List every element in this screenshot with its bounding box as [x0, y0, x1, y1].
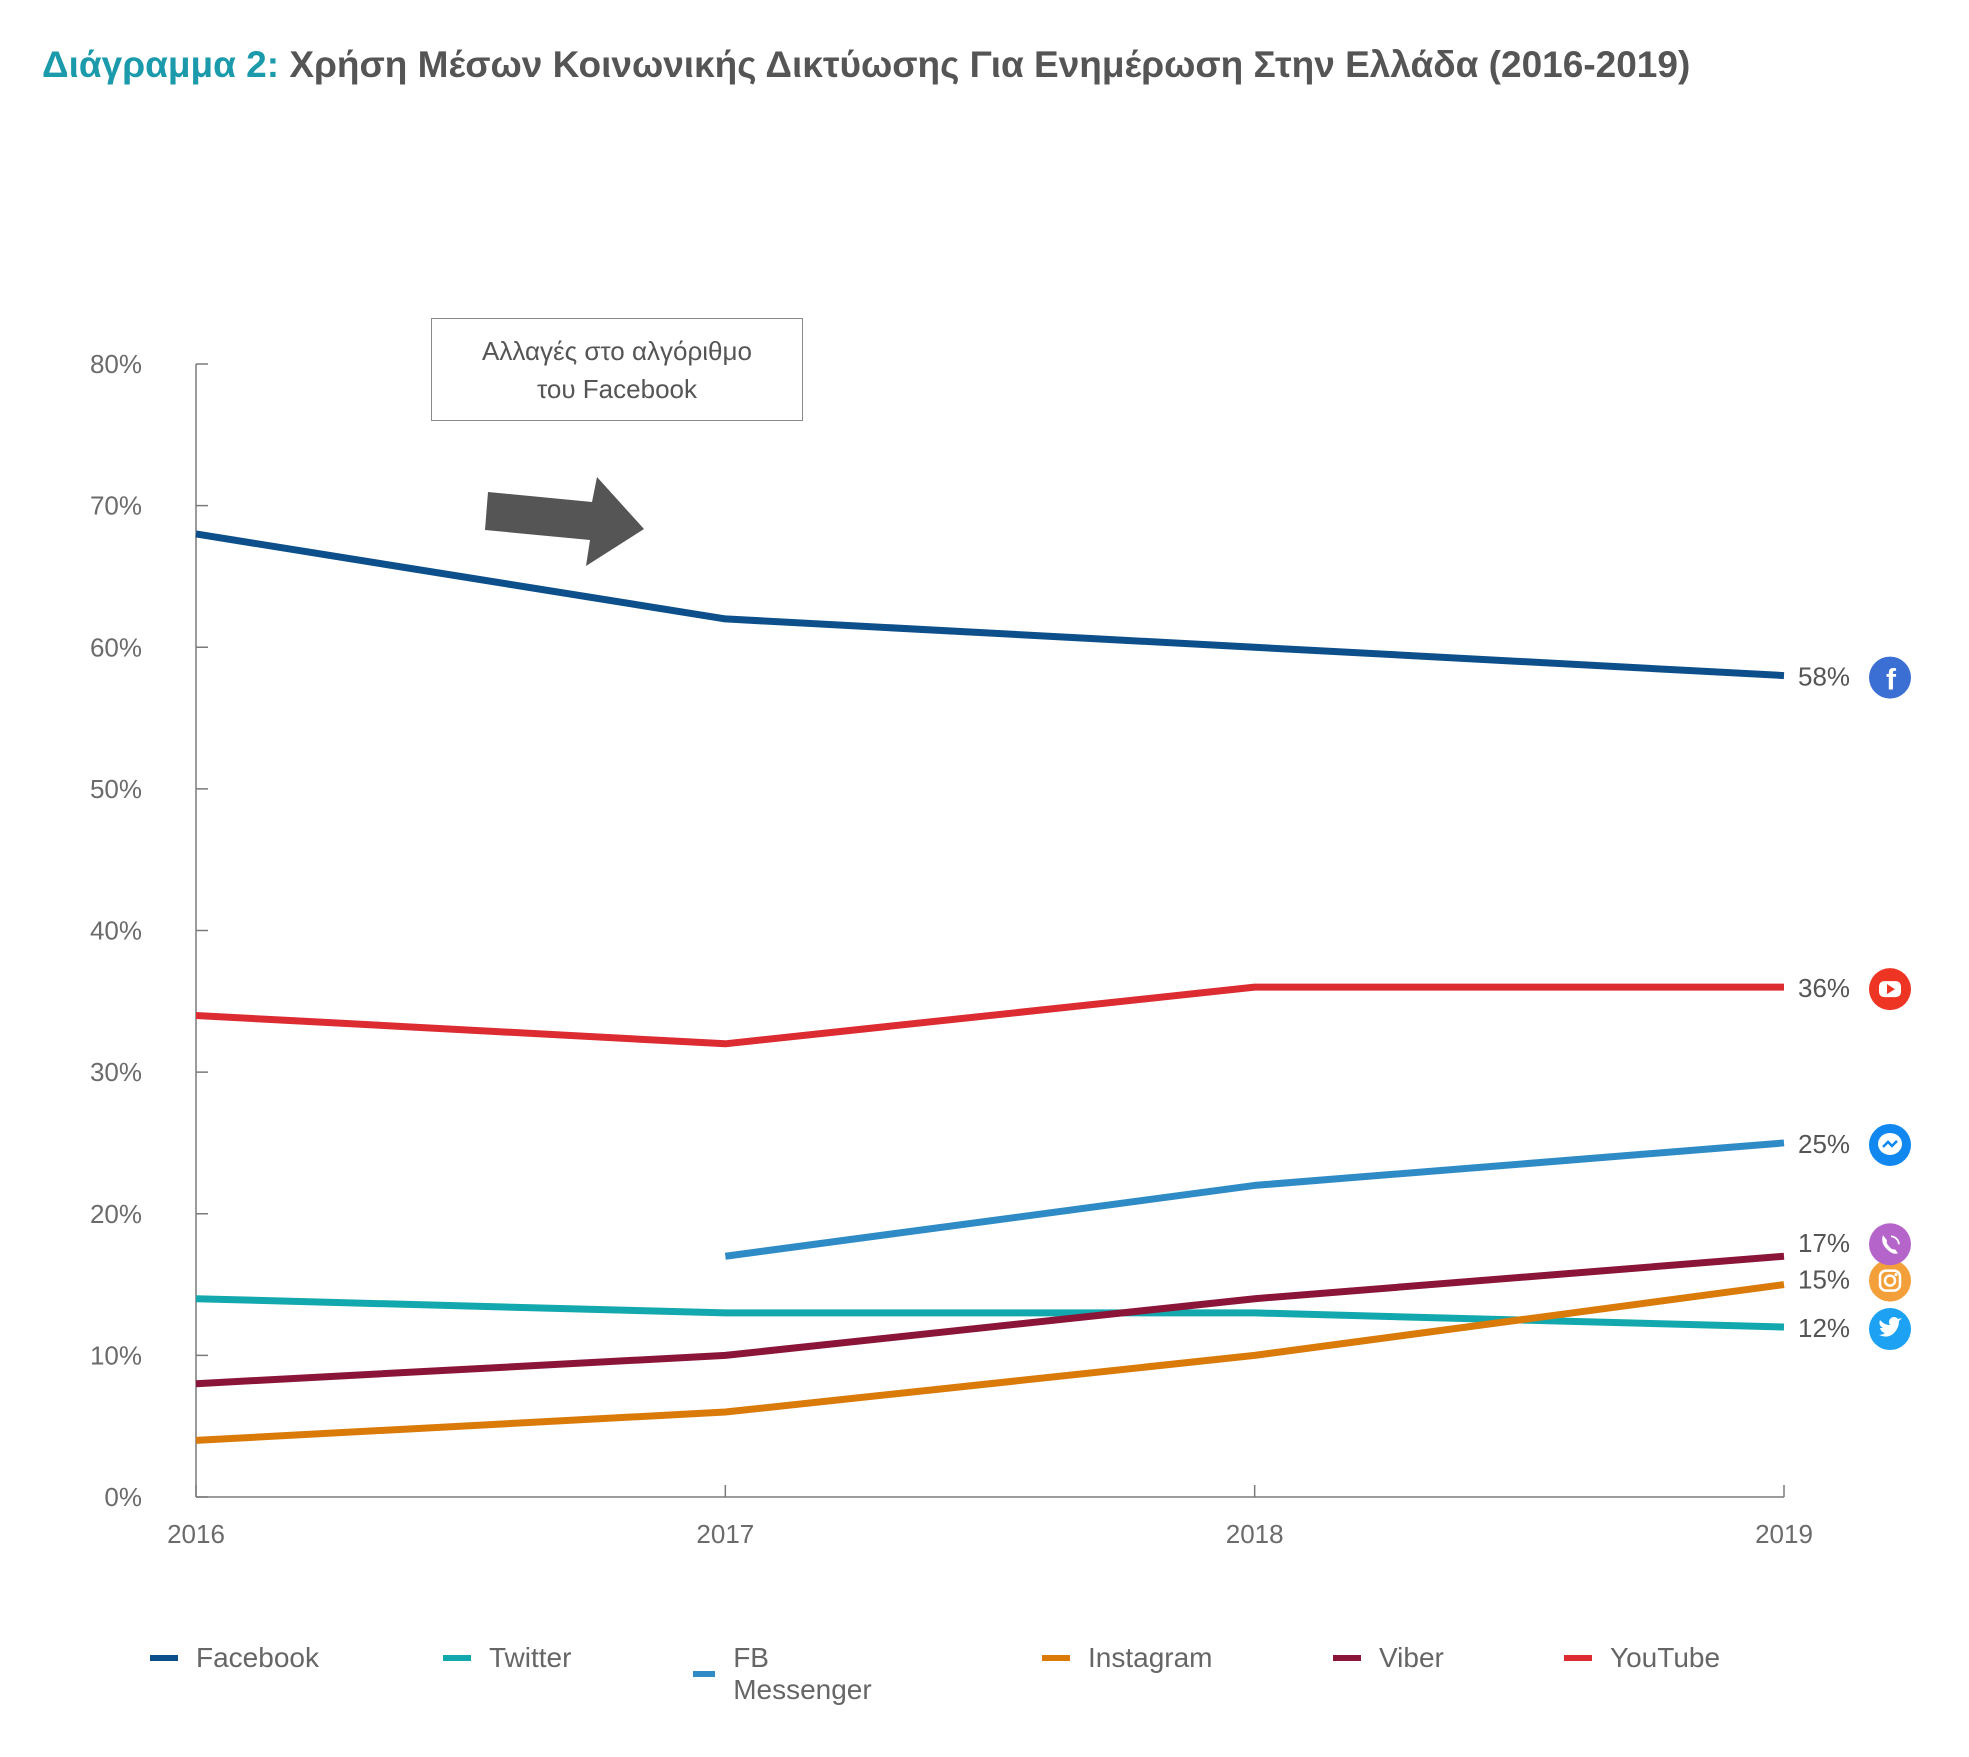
x-tick-label: 2018	[1226, 1519, 1284, 1549]
x-tick-label: 2016	[167, 1519, 225, 1549]
series-line-twitter	[195, 1295, 1785, 1331]
legend-item-viber: Viber	[1333, 1642, 1444, 1674]
annotation-box: Αλλαγές στο αλγόριθμο του Facebook	[431, 318, 803, 421]
legend-swatch	[150, 1655, 178, 1661]
end-label-twitter: 12%	[1798, 1313, 1850, 1343]
youtube-icon	[1869, 968, 1911, 1011]
legend-item-instagram: Instagram	[1042, 1642, 1213, 1674]
viber-icon	[1869, 1223, 1911, 1266]
legend-swatch	[1042, 1655, 1070, 1661]
legend-item-twitter: Twitter	[443, 1642, 571, 1674]
y-tick-label: 40%	[90, 916, 142, 946]
y-tick-label: 70%	[90, 491, 142, 521]
x-tick-label: 2019	[1755, 1519, 1813, 1549]
end-label-fb-messenger: 25%	[1798, 1129, 1850, 1159]
arrow-icon	[485, 477, 644, 566]
series-line-instagram	[195, 1281, 1785, 1444]
y-tick-label: 50%	[90, 774, 142, 804]
legend-swatch	[693, 1671, 716, 1677]
y-tick-label: 60%	[90, 632, 142, 662]
y-tick-label: 30%	[90, 1057, 142, 1087]
end-label-instagram: 15%	[1798, 1265, 1850, 1295]
x-tick-label: 2017	[696, 1519, 754, 1549]
y-tick-label: 10%	[90, 1340, 142, 1370]
chart-title: Διάγραμμα 2: Χρήση Μέσων Κοινωνικής Δικτ…	[42, 44, 1690, 86]
svg-text:f: f	[1886, 664, 1897, 697]
end-label-viber: 17%	[1798, 1228, 1850, 1258]
legend-swatch	[1333, 1655, 1361, 1661]
series-line-youtube	[195, 983, 1784, 1048]
legend-label: Instagram	[1088, 1642, 1213, 1673]
annotation-line-2: του Facebook	[537, 373, 697, 404]
chart-series-icons: f	[1869, 656, 1911, 1351]
facebook-icon: f	[1869, 656, 1911, 699]
chart-end-labels: 58% 12% 25% 15% 17% 36%	[1798, 662, 1850, 1343]
instagram-icon	[1869, 1259, 1911, 1302]
chart-title-text: Χρήση Μέσων Κοινωνικής Δικτύωσης Για Ενη…	[289, 44, 1691, 85]
legend-label: FB Messenger	[733, 1642, 872, 1705]
legend-swatch	[443, 1655, 471, 1661]
annotation-line-1: Αλλαγές στο αλγόριθμο	[482, 335, 752, 366]
legend-label: Facebook	[196, 1642, 319, 1673]
y-tick-label: 0%	[104, 1482, 142, 1512]
legend-label: Viber	[1379, 1642, 1444, 1673]
y-tick-label: 80%	[90, 349, 142, 379]
series-line-viber	[195, 1252, 1785, 1388]
twitter-icon	[1869, 1308, 1911, 1351]
chart-axes: 0% 10% 20% 30% 40% 50% 60% 70% 80% 2016 2017 2018 20…	[90, 349, 1813, 1549]
end-label-youtube: 36%	[1798, 973, 1850, 1003]
legend-label: YouTube	[1610, 1642, 1721, 1673]
y-tick-label: 20%	[90, 1199, 142, 1229]
legend-item-youtube: YouTube	[1564, 1642, 1720, 1674]
chart-series-lines	[195, 530, 1785, 1444]
series-line-facebook	[195, 530, 1785, 680]
legend-item-facebook: Facebook	[150, 1642, 319, 1674]
legend-swatch	[1564, 1655, 1592, 1661]
end-label-facebook: 58%	[1798, 662, 1850, 692]
series-line-fb-messenger	[724, 1139, 1785, 1260]
legend-label: Twitter	[489, 1642, 572, 1673]
legend-item-fb-messenger: FB Messenger	[693, 1642, 878, 1706]
chart-title-prefix: Διάγραμμα 2:	[42, 44, 280, 85]
messenger-icon	[1869, 1123, 1911, 1166]
